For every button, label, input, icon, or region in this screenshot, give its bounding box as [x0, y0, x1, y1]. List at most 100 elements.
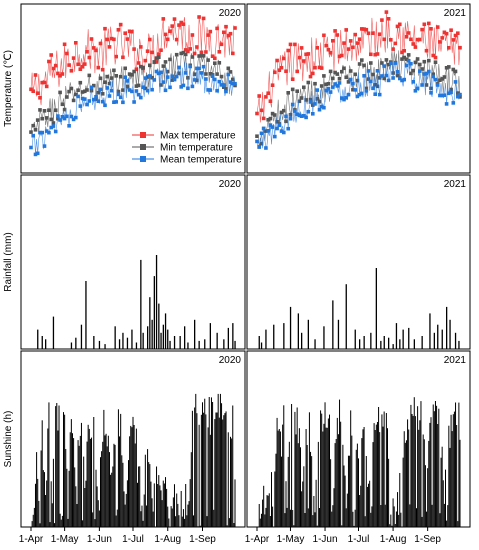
series-point-max-temperature-2020 [60, 72, 65, 76]
series-point-mean-temperature-2021 [362, 74, 366, 78]
series-point-mean-temperature-2020 [125, 79, 130, 83]
sunshine-bar-2020 [80, 422, 82, 527]
rain-bar-2020 [167, 329, 169, 349]
series-point-mean-temperature-2021 [438, 93, 442, 98]
x-tick-label-2021-0: 1-Apr [245, 534, 270, 545]
sunshine-bar-2021 [316, 525, 318, 527]
sunshine-bar-2020 [32, 514, 34, 527]
sunshine-bar-2021 [262, 499, 264, 527]
series-point-mean-temperature-2021 [444, 102, 449, 106]
series-point-min-temperature-2020 [42, 109, 47, 113]
series-point-mean-temperature-2021 [377, 92, 382, 97]
sunshine-bar-2021 [320, 410, 322, 527]
rain-bar-2020 [184, 326, 186, 349]
sunshine-bar-2020 [126, 480, 128, 527]
sunshine-bar-2021 [292, 510, 294, 527]
sunshine-bar-2021 [303, 466, 305, 527]
sunshine-bar-2021 [421, 516, 423, 527]
sunshine-bar-2021 [372, 442, 374, 527]
series-point-mean-temperature-2020 [157, 71, 161, 76]
series-point-max-temperature-2021 [257, 94, 261, 98]
series-point-min-temperature-2021 [268, 116, 273, 121]
series-point-min-temperature-2020 [112, 68, 116, 73]
sunshine-bar-2020 [122, 462, 124, 527]
series-point-mean-temperature-2020 [188, 64, 192, 69]
series-point-min-temperature-2021 [346, 80, 351, 84]
sunshine-bar-2020 [120, 413, 122, 527]
rain-bar-2020 [37, 329, 39, 349]
sunshine-bar-2020 [188, 501, 190, 527]
series-point-min-temperature-2021 [290, 87, 295, 92]
series-point-min-temperature-2021 [438, 78, 442, 82]
sunshine-bar-2021 [264, 514, 266, 527]
rain-bar-2021 [375, 268, 377, 349]
series-point-max-temperature-2021 [435, 25, 440, 29]
rain-bar-2021 [421, 336, 423, 349]
series-point-max-temperature-2020 [136, 61, 141, 65]
sunshine-bar-2020 [184, 518, 186, 527]
sunshine-bar-2021 [267, 495, 269, 527]
series-point-min-temperature-2021 [279, 110, 284, 115]
sunshine-bar-2020 [92, 512, 94, 527]
sunshine-bar-2020 [55, 406, 57, 527]
series-point-mean-temperature-2020 [215, 88, 219, 93]
series-point-min-temperature-2020 [226, 66, 231, 71]
series-point-mean-temperature-2021 [435, 83, 440, 87]
series-point-mean-temperature-2020 [179, 85, 183, 89]
series-point-max-temperature-2020 [96, 65, 101, 70]
year-label-rainfall-2021: 2021 [444, 179, 467, 190]
series-point-mean-temperature-2020 [92, 97, 96, 102]
sunshine-bar-2021 [308, 412, 310, 527]
series-point-max-temperature-2021 [362, 27, 366, 31]
rain-bar-2021 [413, 339, 415, 349]
series-point-max-temperature-2020 [89, 37, 94, 41]
series-point-max-temperature-2020 [29, 87, 33, 92]
sunshine-bar-2020 [74, 467, 76, 527]
sunshine-bar-2021 [281, 456, 283, 527]
series-point-max-temperature-2021 [277, 68, 282, 72]
legend-label-1: Min temperature [160, 143, 233, 154]
series-point-min-temperature-2020 [87, 73, 92, 78]
rain-bar-2020 [93, 336, 95, 349]
sunshine-bar-2021 [284, 513, 286, 527]
series-point-max-temperature-2020 [51, 66, 56, 71]
series-point-max-temperature-2021 [337, 54, 342, 59]
sunshine-bar-2021 [448, 425, 450, 527]
series-point-max-temperature-2021 [377, 32, 382, 36]
series-point-mean-temperature-2020 [56, 114, 60, 118]
series-point-max-temperature-2021 [275, 58, 279, 63]
series-point-min-temperature-2021 [451, 67, 456, 72]
series-point-max-temperature-2020 [116, 28, 121, 32]
series-line-max-temperature-2021 [256, 12, 461, 123]
sunshine-bar-2021 [402, 457, 404, 527]
series-point-max-temperature-2021 [418, 37, 422, 42]
sunshine-bar-2020 [144, 454, 146, 527]
sunshine-bar-2021 [293, 525, 295, 527]
series-point-mean-temperature-2021 [268, 123, 273, 127]
sunshine-bar-2021 [459, 439, 461, 527]
sunshine-bar-2020 [68, 470, 70, 527]
x-tick-label-2021-2: 1-Jun [313, 534, 338, 545]
sunshine-bar-2021 [297, 443, 299, 527]
series-point-max-temperature-2021 [319, 66, 324, 70]
series-point-max-temperature-2021 [391, 47, 395, 51]
rain-bar-2020 [227, 327, 229, 349]
sunshine-bar-2021 [315, 479, 317, 527]
x-tick-label-2020-4: 1-Aug [154, 534, 181, 545]
series-point-min-temperature-2020 [121, 88, 125, 92]
series-point-mean-temperature-2020 [114, 100, 118, 104]
series-point-mean-temperature-2021 [257, 145, 261, 149]
series-point-min-temperature-2020 [60, 102, 65, 107]
series-point-mean-temperature-2020 [195, 66, 199, 71]
rain-bar-2021 [363, 336, 365, 349]
sunshine-bar-2020 [106, 446, 108, 527]
series-point-mean-temperature-2021 [270, 125, 275, 129]
ylabel-temperature: Temperature (℃) [3, 50, 14, 127]
series-point-min-temperature-2021 [264, 129, 268, 133]
series-point-mean-temperature-2021 [364, 89, 369, 93]
sunshine-bar-2020 [95, 469, 97, 527]
series-point-min-temperature-2021 [315, 97, 319, 101]
series-point-min-temperature-2020 [67, 89, 71, 94]
sunshine-bar-2020 [48, 402, 50, 527]
series-point-min-temperature-2021 [377, 76, 382, 80]
